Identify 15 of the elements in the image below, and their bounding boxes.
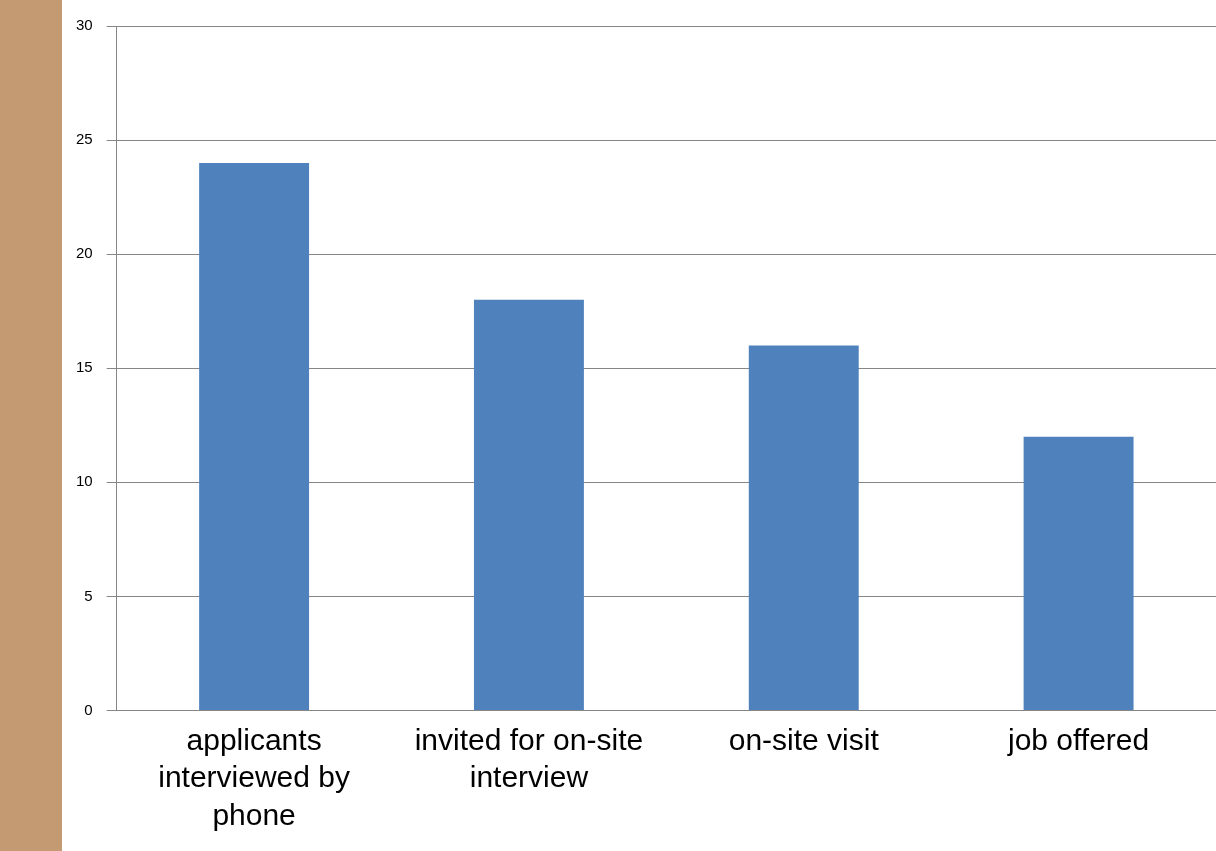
bar: [748, 345, 859, 710]
y-tick-label: 30: [76, 16, 93, 34]
y-tick-label: 15: [76, 358, 93, 376]
bar: [473, 299, 584, 710]
y-tick-label: 5: [84, 586, 93, 604]
y-tick-label: 25: [76, 130, 93, 148]
x-tick-label: applicants interviewed by phone: [158, 722, 350, 831]
y-tick-label: 20: [76, 244, 93, 262]
x-tick-label: invited for on-site interview: [414, 722, 644, 794]
y-tick-label: 10: [76, 472, 93, 490]
x-tick-label: on-site visit: [728, 722, 880, 756]
bar: [199, 162, 310, 710]
x-tick-label: job offered: [1006, 722, 1150, 756]
bar: [1023, 436, 1134, 710]
y-tick-label: 0: [84, 700, 93, 718]
